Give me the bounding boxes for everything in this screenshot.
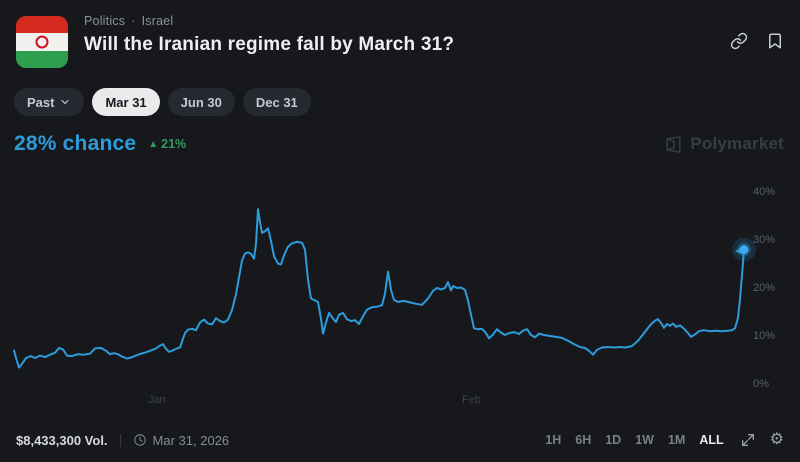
breadcrumb-category[interactable]: Politics bbox=[84, 14, 126, 28]
tab-dec-31-label: Dec 31 bbox=[255, 94, 298, 110]
clock-icon bbox=[133, 433, 147, 447]
y-tick-label: 20% bbox=[753, 282, 775, 294]
chance-delta: ▲ 21% bbox=[148, 137, 186, 151]
y-tick-label: 40% bbox=[753, 186, 775, 198]
tab-mar-31-label: Mar 31 bbox=[105, 94, 147, 110]
outcome-tabs: Past Mar 31 Jun 30 Dec 31 bbox=[14, 88, 311, 116]
flag-stripe-green bbox=[16, 50, 68, 68]
breadcrumb: Politics · Israel bbox=[84, 14, 730, 28]
polymarket-watermark-label: Polymarket bbox=[690, 134, 784, 153]
market-header: Politics · Israel Will the Iranian regim… bbox=[16, 14, 784, 68]
chance-value: 28% chance bbox=[14, 132, 137, 155]
y-tick-label: 0% bbox=[753, 378, 769, 390]
breadcrumb-sub[interactable]: Israel bbox=[141, 14, 174, 28]
range-all[interactable]: ALL bbox=[699, 433, 724, 447]
tab-dec-31[interactable]: Dec 31 bbox=[242, 88, 311, 116]
flag-stripe-red bbox=[16, 16, 68, 34]
flag-emblem bbox=[35, 35, 49, 49]
y-tick-label: 30% bbox=[753, 234, 775, 246]
end-date-label: Mar 31, 2026 bbox=[152, 432, 230, 448]
copy-link-icon[interactable] bbox=[730, 32, 748, 50]
up-triangle-icon: ▲ bbox=[148, 138, 159, 150]
settings-gear-icon[interactable]: ⚙ bbox=[769, 431, 784, 448]
range-1w[interactable]: 1W bbox=[635, 433, 654, 447]
price-line bbox=[13, 208, 745, 369]
expand-chart-icon[interactable] bbox=[740, 432, 756, 448]
page-title: Will the Iranian regime fall by March 31… bbox=[84, 34, 455, 55]
bookmark-icon[interactable] bbox=[766, 32, 784, 50]
range-6h[interactable]: 6H bbox=[575, 433, 592, 447]
footer-divider bbox=[119, 433, 121, 447]
x-tick-label: Jan bbox=[148, 394, 166, 406]
breadcrumb-separator: · bbox=[131, 14, 136, 28]
chance-delta-value: 21% bbox=[161, 137, 187, 151]
price-chart[interactable]: 0% 10% 20% 30% 40% Jan Feb bbox=[0, 160, 800, 412]
timeframe-selector: 1H 6H 1D 1W 1M ALL ⚙ bbox=[545, 432, 784, 448]
tab-past[interactable]: Past bbox=[14, 88, 85, 116]
y-tick-label: 10% bbox=[753, 330, 775, 342]
chevron-down-icon bbox=[59, 96, 71, 108]
tab-past-label: Past bbox=[27, 94, 55, 110]
range-1d[interactable]: 1D bbox=[605, 433, 622, 447]
chart-footer: $8,433,300 Vol. Mar 31, 2026 1H 6H 1D 1W… bbox=[16, 428, 784, 452]
volume-label: $8,433,300 Vol. bbox=[16, 432, 108, 448]
tab-jun-30-label: Jun 30 bbox=[180, 94, 222, 110]
tab-jun-30[interactable]: Jun 30 bbox=[167, 88, 235, 116]
end-marker-dot bbox=[739, 245, 749, 255]
range-1m[interactable]: 1M bbox=[667, 433, 686, 447]
polymarket-watermark: Polymarket bbox=[664, 134, 784, 154]
polymarket-logo-icon bbox=[666, 135, 681, 153]
price-chart-svg[interactable]: 0% 10% 20% 30% 40% Jan Feb bbox=[0, 160, 800, 412]
tab-mar-31[interactable]: Mar 31 bbox=[92, 88, 160, 116]
market-flag-icon bbox=[16, 16, 68, 68]
range-1h[interactable]: 1H bbox=[545, 433, 562, 447]
x-tick-label: Feb bbox=[462, 394, 481, 406]
